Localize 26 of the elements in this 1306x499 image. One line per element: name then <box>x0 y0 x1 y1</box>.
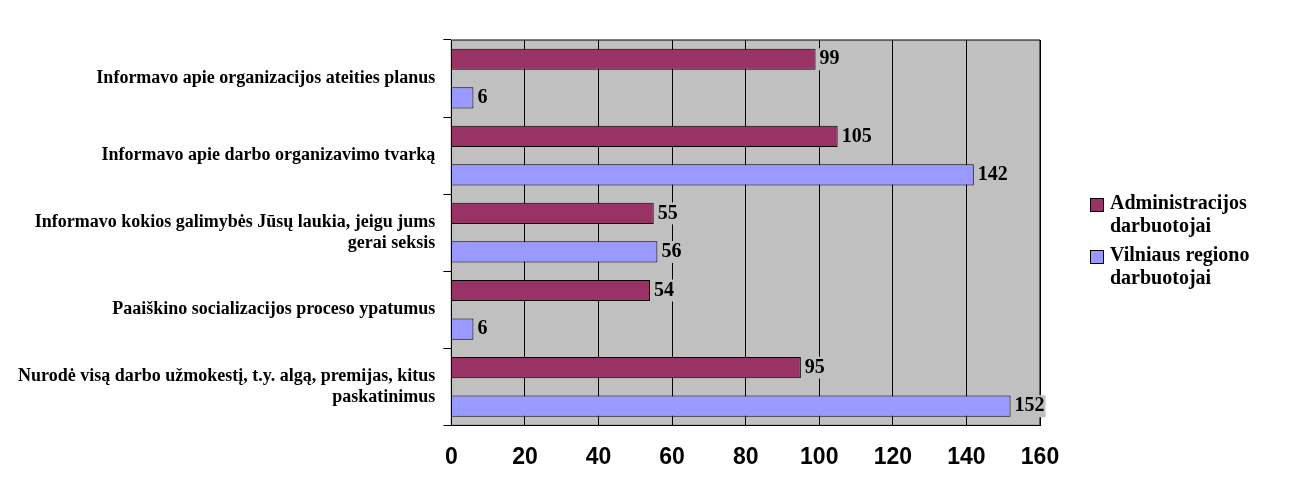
x-tick-label: 60 <box>659 442 685 469</box>
legend-label: Administracijos darbuotojai <box>1110 191 1248 237</box>
data-label: 54 <box>654 277 675 300</box>
data-label: 99 <box>819 46 840 69</box>
y-tick-label: Informavo apie organizacijos ateities planus <box>96 67 436 88</box>
x-tick-label: 120 <box>873 442 913 469</box>
x-tick-label: 40 <box>585 442 612 469</box>
data-label: 105 <box>841 123 872 146</box>
x-tick-label: 100 <box>800 442 839 469</box>
data-label: 152 <box>1014 393 1045 416</box>
y-tick-label: Paaiškino socializacijos proceso ypatumus <box>112 298 436 319</box>
x-tick-label: 140 <box>947 442 986 469</box>
y-tick-label: Informavo apie darbo organizavimo tvarką <box>101 144 436 165</box>
data-label: 55 <box>657 200 678 223</box>
x-tick-label: 80 <box>732 442 759 469</box>
data-label: 6 <box>477 316 488 339</box>
legend-label: Vilniaus regiono darbuotojai <box>1110 243 1251 289</box>
data-label: 95 <box>804 354 825 377</box>
y-tick-label: Informavo kokios galimybės Jūsų laukia, jeigu jums gerai seksis <box>34 210 436 253</box>
x-tick-label: 160 <box>1020 442 1060 469</box>
x-tick-label: 20 <box>512 442 538 469</box>
data-label: 6 <box>477 84 488 107</box>
y-tick-label: Nurodė visą darbo užmokestį, t.y. algą, premijas, kitus paskatinimus <box>17 364 436 407</box>
data-label: 142 <box>977 162 1008 185</box>
data-label: 56 <box>661 239 682 262</box>
x-tick-label: 0 <box>444 442 458 469</box>
